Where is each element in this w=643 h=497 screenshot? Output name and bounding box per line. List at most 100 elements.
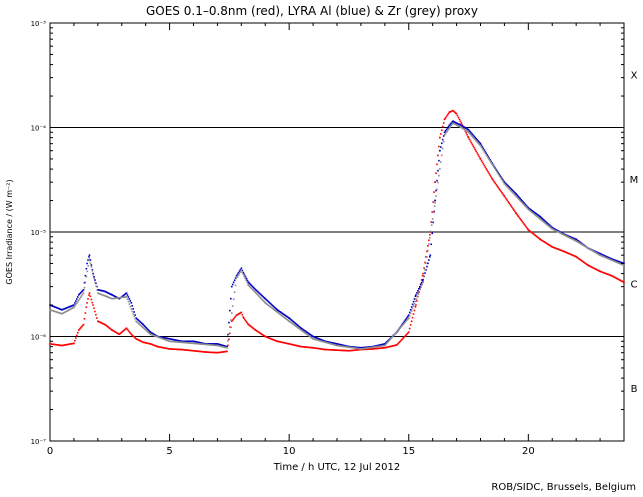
data-point [457,123,460,125]
data-point [180,340,183,343]
data-point [273,339,275,341]
data-point [592,250,595,253]
data-point [250,326,253,328]
x-tick-label: 10 [283,446,296,457]
data-point [329,348,331,351]
data-point [519,217,522,220]
data-point [301,345,303,348]
data-point [367,347,370,349]
data-point [481,146,484,148]
data-point [494,167,496,170]
data-point [477,142,479,144]
data-point [205,343,207,346]
data-point [231,283,234,286]
data-point [398,328,400,330]
data-point [199,350,201,353]
data-point [214,351,216,354]
data-point [132,308,135,310]
data-point [155,345,157,347]
data-point [255,292,257,295]
data-point [501,192,503,194]
data-point [57,344,60,346]
data-point [222,344,224,347]
data-point [168,348,171,350]
data-point [88,256,90,258]
data-point [488,158,490,161]
data-point [55,306,58,309]
data-point [445,131,448,134]
data-point [515,193,518,195]
data-point [425,256,427,258]
data-point [557,231,559,233]
data-point [573,237,576,240]
data-point [58,344,61,346]
data-point [116,297,118,299]
data-point [215,351,217,354]
data-point [165,337,168,339]
data-point [595,252,598,254]
data-point [490,175,492,178]
data-point [612,258,614,261]
data-point [244,276,247,278]
data-point [534,234,536,236]
data-point [136,318,138,320]
data-point [74,305,76,307]
data-point [336,349,338,351]
data-point [305,333,308,335]
data-point [580,243,582,245]
data-point [167,340,170,342]
data-point [195,350,198,352]
data-point [509,187,511,189]
data-point [440,142,443,145]
data-point [587,264,589,267]
data-point [385,341,388,343]
data-point [302,328,304,331]
data-point [115,296,117,298]
data-point [332,349,335,351]
data-point [309,334,312,336]
data-point [149,343,152,345]
data-point [555,229,557,231]
data-point [274,310,277,312]
data-point [508,186,510,188]
data-point [589,248,592,251]
data-point [177,348,179,351]
data-point [609,258,612,261]
data-point [593,267,595,270]
data-point [610,259,613,261]
data-point [569,253,571,255]
data-point [514,194,516,196]
flare-class-label: X [631,71,638,82]
data-point [588,264,590,267]
data-point [344,345,347,347]
data-point [376,345,378,348]
data-point [221,345,223,348]
data-point [67,309,70,311]
data-point [535,235,537,237]
data-point [496,172,499,174]
data-point [246,279,249,282]
data-point [97,289,100,291]
x-tick-label: 5 [166,446,172,457]
data-point [357,346,360,349]
data-point [233,291,236,294]
data-point [439,149,441,152]
data-point [388,338,391,340]
data-point [261,333,264,336]
data-point [513,193,515,195]
data-point [309,335,312,338]
data-point [170,340,173,343]
data-point [86,262,88,265]
data-point [482,149,485,152]
data-point [602,254,604,256]
data-point [285,314,287,317]
data-point [326,348,328,351]
x-axis-ticks: 0 5 10 15 20 [47,23,625,457]
data-point [283,341,285,344]
data-point [190,340,192,343]
data-point [233,279,236,282]
data-point [350,349,352,352]
data-point [379,347,382,350]
data-point [59,344,62,347]
data-point [428,239,430,242]
